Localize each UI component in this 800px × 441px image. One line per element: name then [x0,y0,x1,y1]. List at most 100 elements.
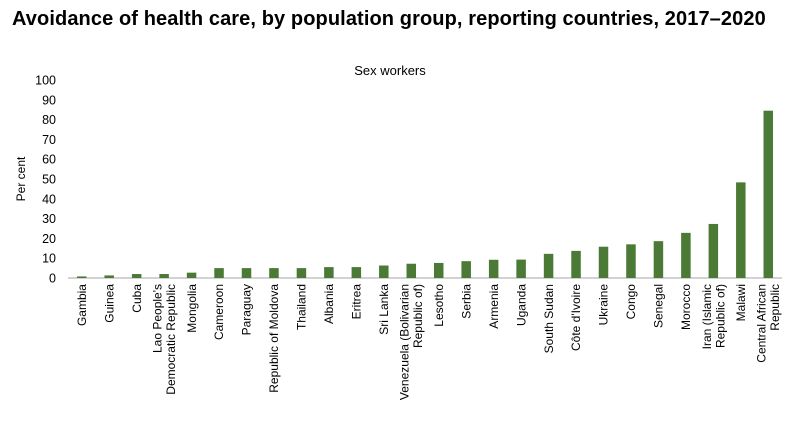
bar [571,250,581,278]
bars [76,110,774,278]
bar [406,263,417,278]
x-tick-label: Côte d'Ivoire [569,284,583,351]
x-tick-label-line: Côte d'Ivoire [569,284,583,351]
x-tick-label: Malawi [734,284,748,321]
y-axis-label: Per cent [14,156,28,201]
bar [76,276,87,278]
x-tick-label: Thailand [295,284,309,330]
x-tick-label: Uganda [514,284,528,326]
bar [324,267,334,278]
x-tick-label: South Sudan [542,284,556,353]
x-tick-label-line: South Sudan [542,284,556,353]
x-tick-label-line: Uganda [514,284,528,326]
x-tick-label: Albania [322,284,336,324]
x-tick-label-line: Cameroon [212,284,226,340]
x-tick-label-line: Democratic Republic [164,284,178,395]
x-tick-label-line: Republic of) [713,284,727,348]
x-tick-label-line: Paraguay [240,284,254,335]
y-tick-label: 30 [42,212,56,226]
bar [708,223,719,278]
bar [461,261,471,278]
bar [296,268,307,278]
bar [543,253,554,278]
bar [104,275,114,278]
x-tick-label-line: Republic [768,284,782,331]
x-tick-label-line: Republic of) [411,284,425,348]
y-tick-label: 60 [42,153,56,167]
x-tick-label-line: Mongolia [185,284,199,333]
x-tick-label-line: Central African [755,284,769,363]
chart-title: Avoidance of health care, by population … [12,8,766,30]
bar [186,272,197,278]
bar [736,182,746,278]
x-tick-label-line: Albania [322,284,336,324]
x-tick-label: Lao People'sDemocratic Republic [151,284,179,395]
x-tick-label-line: Gambia [75,284,89,326]
bar [681,232,691,278]
x-tick-label: Cameroon [212,284,226,340]
x-tick-label: Republic of Moldova [267,284,281,393]
x-tick-label: Central AfricanRepublic [755,284,783,363]
x-axis: Gambia Guinea Cuba Lao People'sDemocratic R… [75,284,782,400]
x-tick-label-line: Republic of Moldova [267,284,281,393]
x-tick-label-line: Malawi [734,284,748,321]
x-tick-label: Lesotho [432,284,446,327]
bar [488,259,499,278]
x-tick-label: Congo [624,284,638,320]
x-tick-label: Guinea [102,284,116,323]
x-tick-label: Mongolia [185,284,199,333]
y-tick-label: 90 [42,93,56,107]
bar [241,268,252,278]
x-tick-label-line: Cuba [130,284,144,313]
x-tick-label: Sri Lanka [377,284,391,335]
gridlines [68,80,782,258]
x-tick-label-line: Venezuela (Bolivarian [398,284,412,400]
bar [159,274,169,278]
x-tick-label: Morocco [679,284,693,330]
x-tick-label: Gambia [75,284,89,326]
x-tick-label: Eritrea [350,284,364,320]
x-tick-label: Serbia [459,284,473,319]
x-tick-label: Ukraine [597,284,611,326]
y-tick-label: 0 [49,272,56,286]
bar [516,259,526,278]
x-tick-label: Venezuela (BolivarianRepublic of) [398,284,426,400]
bar [379,265,389,278]
x-tick-label-line: Morocco [679,284,693,330]
bar [131,274,142,278]
y-axis: 0 10 20 30 40 50 60 70 80 90 100 [35,74,56,286]
bar [626,244,636,278]
y-tick-label: 10 [42,252,56,266]
bar [351,267,362,278]
y-tick-label: 70 [42,133,56,147]
x-tick-label-line: Eritrea [350,284,364,320]
x-tick-label-line: Sri Lanka [377,284,391,335]
bar [763,110,774,278]
bar [433,262,444,278]
x-tick-label-line: Guinea [102,284,116,323]
x-tick-label-line: Lao People's [151,284,165,353]
x-tick-label-line: Thailand [295,284,309,330]
x-tick-label: Cuba [130,284,144,313]
y-tick-label: 80 [42,113,56,127]
bar [598,246,609,278]
y-tick-label: 40 [42,192,56,206]
x-tick-label-line: Ukraine [597,284,611,326]
x-tick-label-line: Armenia [487,284,501,329]
bar [214,268,224,278]
x-tick-label: Senegal [652,284,666,328]
x-tick-label: Paraguay [240,284,254,335]
x-tick-label-line: Senegal [652,284,666,328]
x-tick-label-line: Serbia [459,284,473,319]
y-tick-label: 100 [35,74,56,88]
x-tick-label: Iran (IslamicRepublic of) [700,284,728,349]
x-tick-label-line: Congo [624,284,638,320]
x-tick-label-line: Iran (Islamic [700,284,714,349]
y-tick-label: 20 [42,232,56,246]
bar [653,241,664,278]
x-tick-label-line: Lesotho [432,284,446,327]
y-tick-label: 50 [42,173,56,187]
bar [269,268,279,278]
x-tick-label: Armenia [487,284,501,329]
